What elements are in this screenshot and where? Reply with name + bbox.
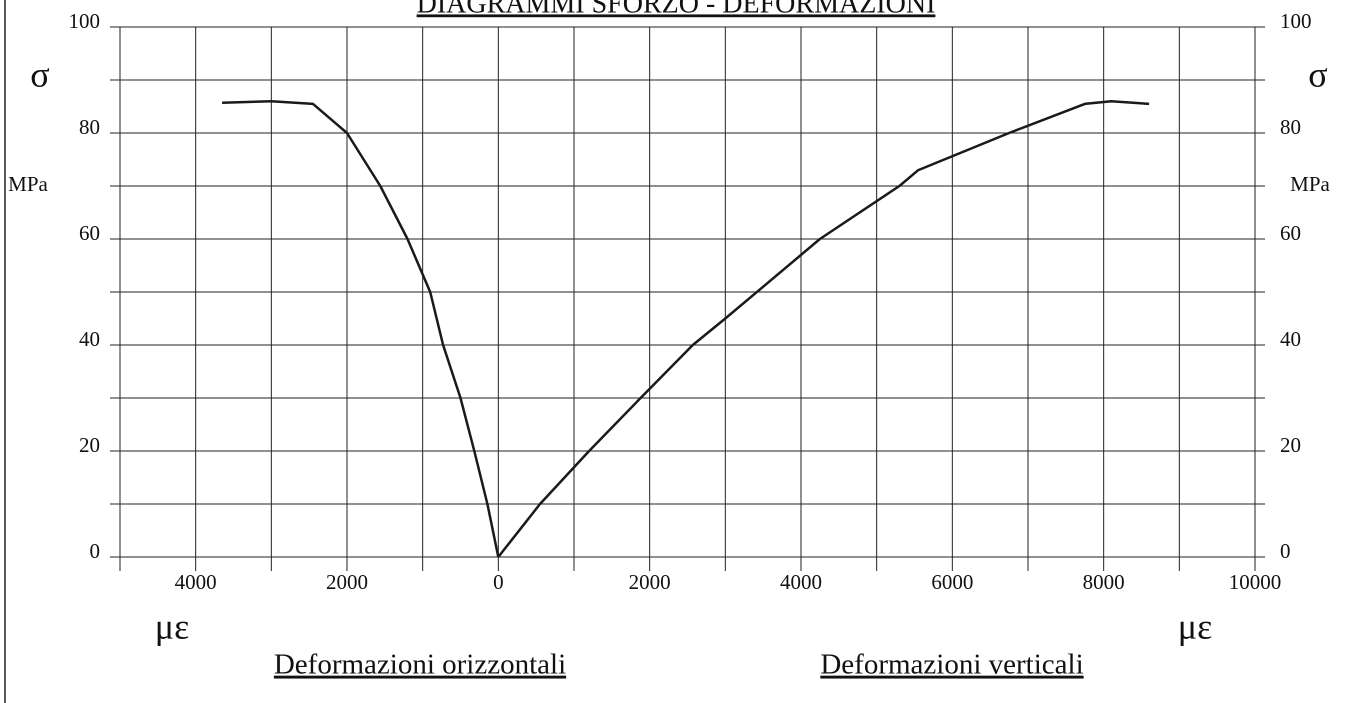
- stress-strain-curve: [497, 99, 1150, 558]
- stress-strain-curve: [222, 99, 500, 558]
- y-tick-label: 60: [79, 221, 100, 245]
- x-tick-label: 10000: [1229, 570, 1282, 594]
- sub-label: Deformazioni verticali: [820, 649, 1083, 681]
- y-unit: MPa: [1290, 172, 1330, 196]
- y-tick-label: 60: [1280, 221, 1301, 245]
- y-tick-label: 0: [90, 539, 101, 563]
- x-tick-label: 6000: [931, 570, 973, 594]
- y-tick-label: 100: [1280, 9, 1312, 33]
- y-tick-label: 20: [79, 433, 100, 457]
- y-tick-label: 40: [79, 327, 100, 351]
- y-tick-label: 20: [1280, 433, 1301, 457]
- x-label: με: [1178, 606, 1212, 646]
- sub-label: Deformazioni orizzontali: [274, 649, 566, 681]
- x-tick-label: 4000: [780, 570, 822, 594]
- x-tick-label: 2000: [326, 570, 368, 594]
- y-tick-label: 80: [1280, 115, 1301, 139]
- y-tick-label: 0: [1280, 539, 1291, 563]
- y-tick-label: 100: [69, 9, 101, 33]
- x-tick-label: 0: [493, 570, 504, 594]
- y-label: σ: [30, 54, 49, 94]
- y-unit: MPa: [8, 172, 48, 196]
- y-tick-label: 80: [79, 115, 100, 139]
- x-label: με: [155, 606, 189, 646]
- x-tick-label: 4000: [175, 570, 217, 594]
- chart-title: DIAGRAMMI SFORZO - DEFORMAZIONI: [417, 0, 936, 19]
- x-tick-label: 8000: [1083, 570, 1125, 594]
- y-label: σ: [1308, 54, 1327, 94]
- x-tick-label: 2000: [629, 570, 671, 594]
- y-tick-label: 40: [1280, 327, 1301, 351]
